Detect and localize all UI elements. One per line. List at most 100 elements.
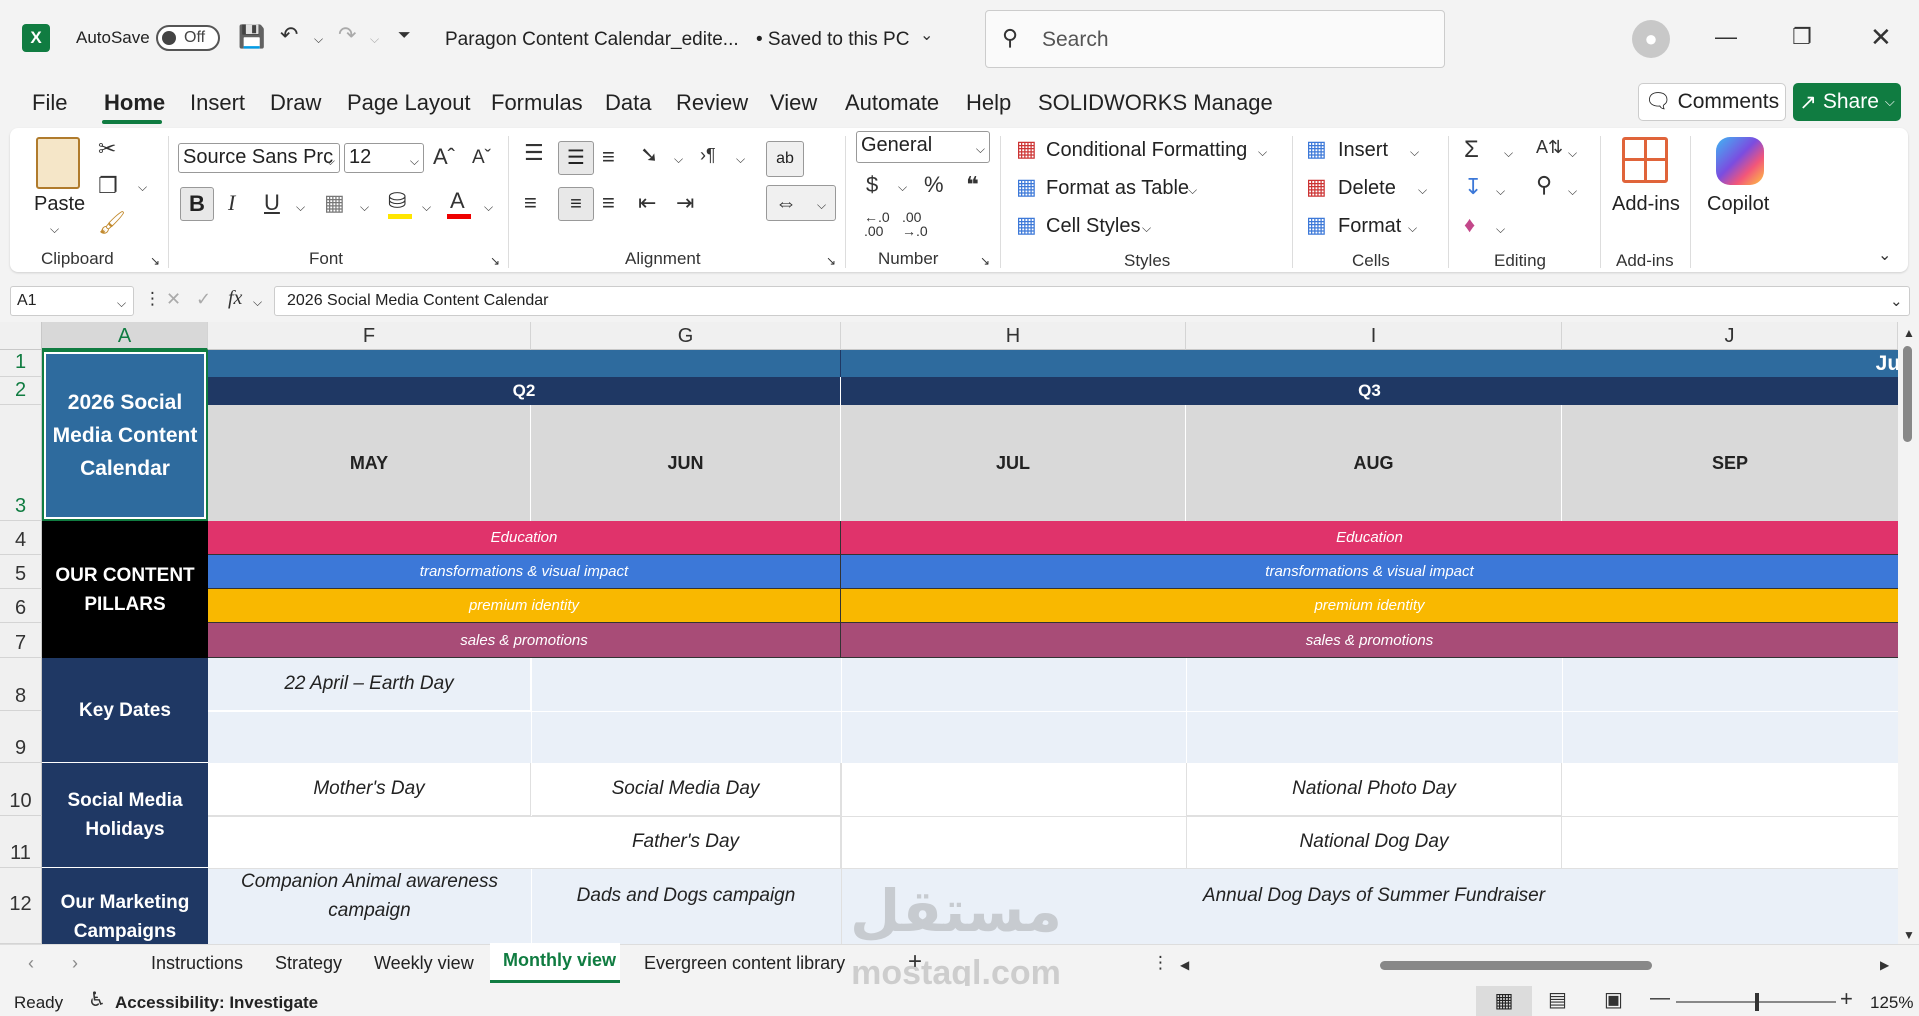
addins-button[interactable]: Add-ins <box>1612 193 1680 215</box>
format-as-table-dropdown-icon[interactable]: ⌵ <box>1188 183 1198 197</box>
align-center-button[interactable]: ≡ <box>558 187 594 221</box>
percent-icon[interactable]: % <box>924 172 944 197</box>
copy-icon[interactable]: ❐ <box>98 173 118 198</box>
zoom-out-icon[interactable]: — <box>1650 987 1670 1009</box>
accessibility-icon[interactable]: ♿ <box>88 989 106 1011</box>
column-header-h[interactable]: H <box>841 322 1186 350</box>
find-select-dropdown-icon[interactable]: ⌵ <box>1568 184 1578 198</box>
redo-icon[interactable]: ↷ <box>338 22 357 47</box>
pillar-premium-q3[interactable]: premium identity <box>841 589 1898 623</box>
row-header[interactable]: 4 <box>0 521 42 555</box>
sheet-tab-evergreen-library[interactable]: Evergreen content library <box>644 953 846 973</box>
increase-decimal-icon[interactable]: ←.0.00 <box>864 209 890 239</box>
borders-icon[interactable]: ▦ <box>324 190 345 215</box>
increase-font-size-icon[interactable]: Aˆ <box>433 144 455 169</box>
sort-filter-dropdown-icon[interactable]: ⌵ <box>1568 146 1578 160</box>
holidays-label-cell[interactable]: Social Media Holidays <box>42 763 208 868</box>
borders-dropdown-icon[interactable]: ⌵ <box>360 200 370 214</box>
tab-page-layout[interactable]: Page Layout <box>347 90 471 115</box>
paste-icon[interactable] <box>36 137 80 189</box>
align-top-icon[interactable]: ☰ <box>524 140 544 165</box>
month-aug-cell[interactable]: AUG <box>1186 405 1562 521</box>
campaign-jun-cell[interactable]: Dads and Dogs campaign <box>576 885 796 906</box>
format-as-table-icon[interactable]: ▦ <box>1016 174 1037 199</box>
holiday-aug-cell-2[interactable]: National Dog Day <box>1186 816 1562 868</box>
font-launcher-icon[interactable]: ↘ <box>490 254 501 268</box>
find-select-icon[interactable]: ⚲ <box>1536 172 1553 197</box>
delete-cells-button[interactable]: Delete <box>1338 177 1396 199</box>
row1-band-q3[interactable]: Jul <box>841 350 1906 377</box>
undo-dropdown-icon[interactable]: ⌵ <box>314 32 324 46</box>
holiday-jun-cell-1[interactable]: Social Media Day <box>531 763 841 816</box>
bold-button[interactable]: B <box>180 187 214 221</box>
restore-icon[interactable]: ❐ <box>1792 24 1812 49</box>
number-launcher-icon[interactable]: ↘ <box>980 254 991 268</box>
column-header-g[interactable]: G <box>531 322 841 350</box>
collapse-ribbon-icon[interactable]: ⌄ <box>1878 247 1892 264</box>
format-dropdown-icon[interactable]: ⌵ <box>1408 221 1418 235</box>
column-header-f[interactable]: F <box>208 322 531 350</box>
tab-insert[interactable]: Insert <box>190 90 246 115</box>
tab-review[interactable]: Review <box>676 90 749 115</box>
minimize-icon[interactable]: — <box>1715 24 1737 49</box>
wrap-text-button[interactable]: ab <box>766 141 804 177</box>
search-box[interactable]: ⚲ Search <box>985 10 1445 68</box>
campaign-aug-cell[interactable]: Annual Dog Days of Summer Fundraiser <box>1202 885 1546 906</box>
fill-color-dropdown-icon[interactable]: ⌵ <box>422 200 432 214</box>
sheet-options-icon[interactable]: ⋮ <box>1152 953 1169 972</box>
merge-center-button[interactable]: ⇔ ⌵ <box>766 185 836 221</box>
format-cells-button[interactable]: Format <box>1338 215 1402 237</box>
page-break-view-icon[interactable]: ▣ <box>1604 989 1623 1011</box>
fill-icon[interactable]: ↧ <box>1464 174 1483 199</box>
page-layout-view-icon[interactable]: ▤ <box>1548 989 1567 1011</box>
row-header[interactable]: 1 <box>0 350 42 377</box>
pillar-sales-q2[interactable]: sales & promotions <box>208 623 841 658</box>
row-header[interactable]: 3 <box>0 405 42 521</box>
next-sheet-icon[interactable]: › <box>72 953 78 973</box>
clear-dropdown-icon[interactable]: ⌵ <box>1496 222 1506 236</box>
delete-dropdown-icon[interactable]: ⌵ <box>1418 183 1428 197</box>
row-header[interactable]: 10 <box>0 763 42 816</box>
addins-icon[interactable] <box>1622 137 1668 183</box>
fill-color-icon[interactable]: ⛁ <box>388 188 407 213</box>
row-header[interactable]: 2 <box>0 377 42 405</box>
paste-button[interactable]: Paste <box>34 193 86 215</box>
tab-data[interactable]: Data <box>605 90 652 115</box>
insert-function-icon[interactable]: fx <box>228 287 243 309</box>
conditional-formatting-button[interactable]: Conditional Formatting <box>1046 139 1248 161</box>
pillar-premium-q2[interactable]: premium identity <box>208 589 841 623</box>
clipboard-launcher-icon[interactable]: ↘ <box>150 254 161 268</box>
align-right-icon[interactable]: ≡ <box>602 190 615 215</box>
key-date-may-cell[interactable]: 22 April – Earth Day <box>208 658 531 711</box>
text-direction-dropdown-icon[interactable]: ⌵ <box>736 152 746 166</box>
undo-icon[interactable]: ↶ <box>280 22 299 47</box>
holiday-aug-cell-1[interactable]: National Photo Day <box>1186 763 1562 816</box>
tab-solidworks-manage[interactable]: SOLIDWORKS Manage <box>1038 90 1273 115</box>
tab-help[interactable]: Help <box>966 90 1012 115</box>
save-status[interactable]: • Saved to this PC <box>756 29 910 50</box>
align-bottom-icon[interactable]: ≡ <box>602 144 615 169</box>
more-options-icon[interactable]: ⋮ <box>144 289 161 308</box>
scroll-up-icon[interactable]: ▲ <box>1903 326 1915 340</box>
autosum-dropdown-icon[interactable]: ⌵ <box>1504 146 1514 160</box>
comments-button[interactable]: 🗨 Comments <box>1638 83 1786 121</box>
tab-formulas[interactable]: Formulas <box>491 90 583 115</box>
row-header[interactable]: 6 <box>0 589 42 623</box>
select-all-corner[interactable] <box>0 322 42 350</box>
font-color-dropdown-icon[interactable]: ⌵ <box>484 200 494 214</box>
clear-icon[interactable]: ♦ <box>1464 212 1476 237</box>
holiday-jun-cell-2[interactable]: Father's Day <box>531 816 841 868</box>
copilot-icon[interactable] <box>1716 137 1764 185</box>
tab-home[interactable]: Home <box>104 90 166 115</box>
document-title[interactable]: Paragon Content Calendar_edite... <box>445 29 739 50</box>
currency-icon[interactable]: $ <box>866 172 879 197</box>
row-header[interactable]: 9 <box>0 711 42 763</box>
cancel-entry-icon[interactable]: ✕ <box>166 289 182 309</box>
month-sep-cell[interactable]: SEP <box>1562 405 1898 521</box>
alignment-launcher-icon[interactable]: ↘ <box>826 254 837 268</box>
scroll-right-icon[interactable]: ▶ <box>1880 958 1890 972</box>
row-header[interactable]: 12 <box>0 868 42 944</box>
currency-dropdown-icon[interactable]: ⌵ <box>898 180 908 194</box>
customize-qat-icon[interactable]: ⏷ <box>398 27 411 44</box>
align-left-icon[interactable]: ≡ <box>524 190 537 215</box>
